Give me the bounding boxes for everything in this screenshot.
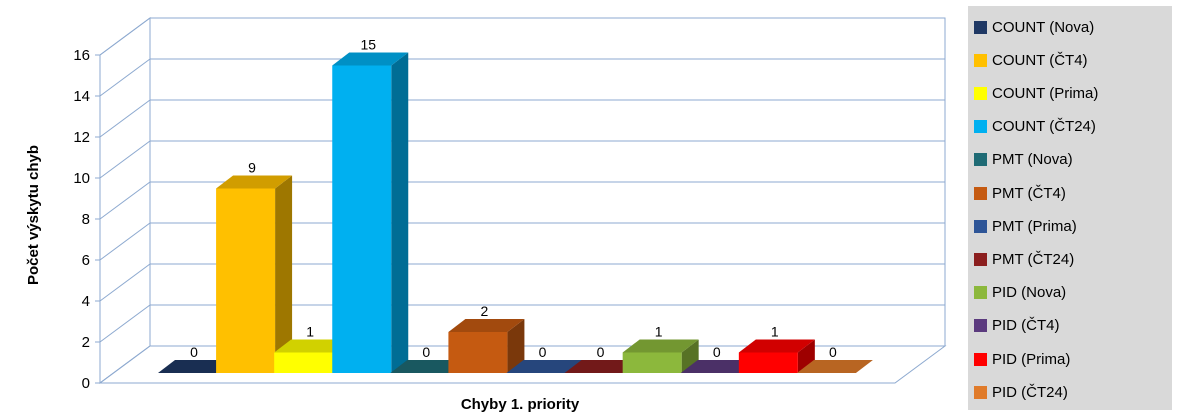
legend-item: COUNT (Nova) bbox=[974, 16, 1094, 38]
gridline bbox=[99, 222, 945, 261]
data-label: 15 bbox=[360, 37, 376, 53]
legend-swatch bbox=[974, 86, 987, 100]
data-label: 0 bbox=[713, 344, 721, 360]
legend-label: COUNT (Prima) bbox=[992, 84, 1099, 102]
data-label: 2 bbox=[481, 303, 489, 319]
data-label: 9 bbox=[248, 160, 256, 176]
bar-1 bbox=[158, 360, 234, 373]
legend-item: PMT (ČT24) bbox=[974, 248, 1074, 270]
y-axis-ticks: 0 2 4 6 8 10 12 14 16 bbox=[73, 47, 90, 392]
bars bbox=[158, 52, 873, 373]
legend-label: PID (Prima) bbox=[992, 350, 1071, 368]
legend-swatch bbox=[974, 120, 987, 134]
legend-swatch bbox=[974, 186, 987, 200]
legend-item: PID (Prima) bbox=[974, 348, 1070, 370]
bar-5 bbox=[390, 360, 467, 373]
gridline bbox=[99, 99, 945, 138]
legend-label: PID (Nova) bbox=[992, 284, 1067, 302]
y-tick-label: 12 bbox=[73, 129, 90, 146]
legend-swatch bbox=[974, 53, 987, 67]
y-axis-title: Počet výskytu chyb bbox=[25, 145, 42, 285]
y-tick-label: 10 bbox=[73, 170, 90, 187]
legend-label: PMT (ČT24) bbox=[992, 250, 1075, 268]
bar-8 bbox=[564, 360, 641, 373]
bar-10 bbox=[680, 360, 757, 373]
data-label: 0 bbox=[829, 344, 837, 360]
data-label: 1 bbox=[655, 324, 663, 340]
bar-7 bbox=[506, 360, 583, 373]
legend-label: COUNT (Nova) bbox=[992, 18, 1095, 36]
legend-label: PMT (Nova) bbox=[992, 151, 1073, 169]
legend-label: PMT (Prima) bbox=[992, 217, 1077, 235]
legend-item: PMT (Nova) bbox=[974, 149, 1073, 171]
legend-item: COUNT (ČT24) bbox=[974, 116, 1096, 138]
gridline bbox=[99, 263, 945, 302]
bar-12 bbox=[796, 360, 873, 373]
legend-swatch bbox=[974, 252, 987, 266]
bar-4 bbox=[332, 52, 409, 373]
bar-2 bbox=[216, 175, 293, 373]
gridline bbox=[99, 17, 945, 56]
legend-item: COUNT (Prima) bbox=[974, 82, 1098, 104]
x-axis-title: Chyby 1. priority bbox=[461, 396, 580, 413]
legend-item: PID (ČT24) bbox=[974, 381, 1068, 403]
gridline bbox=[99, 58, 945, 97]
gridline bbox=[99, 181, 945, 220]
legend-swatch bbox=[974, 319, 987, 333]
legend-label: PID (ČT4) bbox=[992, 317, 1060, 335]
data-labels: 0 9 1 15 0 2 0 0 1 0 1 0 bbox=[190, 37, 837, 361]
legend-swatch bbox=[974, 153, 987, 167]
data-label: 1 bbox=[306, 324, 314, 340]
y-tick-label: 16 bbox=[73, 47, 90, 64]
legend-item: PMT (ČT4) bbox=[974, 182, 1066, 204]
y-tick-label: 0 bbox=[82, 375, 90, 392]
legend-item: COUNT (ČT4) bbox=[974, 49, 1088, 71]
y-tick-label: 8 bbox=[82, 211, 90, 228]
legend-item: PID (ČT4) bbox=[974, 315, 1060, 337]
legend-swatch bbox=[974, 20, 987, 34]
y-tick-label: 4 bbox=[82, 293, 90, 310]
y-tick-label: 14 bbox=[73, 88, 90, 105]
bar-9 bbox=[622, 339, 699, 373]
data-label: 1 bbox=[771, 324, 779, 340]
gridline bbox=[99, 304, 945, 343]
legend-item: PID (Nova) bbox=[974, 282, 1066, 304]
data-label: 0 bbox=[597, 344, 605, 360]
legend-label: COUNT (ČT4) bbox=[992, 51, 1088, 69]
data-label: 0 bbox=[190, 344, 198, 360]
gridlines bbox=[95, 17, 945, 384]
legend-label: PMT (ČT4) bbox=[992, 184, 1066, 202]
legend-swatch bbox=[974, 219, 987, 233]
legend-label: PID (ČT24) bbox=[992, 383, 1068, 401]
legend-swatch bbox=[974, 352, 987, 366]
legend-swatch bbox=[974, 385, 987, 399]
y-tick-label: 6 bbox=[82, 252, 90, 269]
legend-label: COUNT (ČT24) bbox=[992, 118, 1096, 136]
bar-11 bbox=[738, 339, 815, 373]
legend-swatch bbox=[974, 286, 987, 300]
y-tick-label: 2 bbox=[82, 334, 90, 351]
data-label: 0 bbox=[422, 344, 430, 360]
data-label: 0 bbox=[539, 344, 547, 360]
legend-item: PMT (Prima) bbox=[974, 215, 1077, 237]
legend: COUNT (Nova) COUNT (ČT4) COUNT (Prima) COUN… bbox=[968, 6, 1172, 410]
bar-6 bbox=[448, 319, 525, 373]
gridline bbox=[99, 140, 945, 179]
